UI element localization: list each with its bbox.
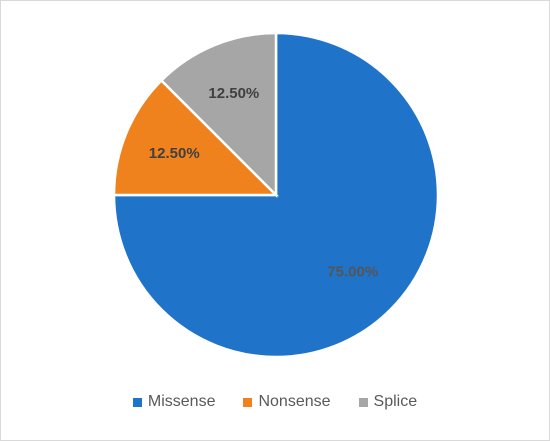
legend-item-missense: Missense <box>132 393 216 411</box>
legend-item-splice: Splice <box>358 393 418 411</box>
legend-label-missense: Missense <box>147 393 216 410</box>
legend-swatch-splice <box>358 397 368 407</box>
pie-slice-nonsense <box>112 78 280 197</box>
legend-swatch-nonsense <box>243 397 253 407</box>
legend-swatch-missense <box>132 397 142 407</box>
data-label-splice: 12.50% <box>208 85 259 102</box>
data-label-nonsense: 12.50% <box>149 145 200 162</box>
pie-slice-splice <box>159 31 278 199</box>
legend-label-splice: Splice <box>373 393 418 410</box>
legend-item-nonsense: Nonsense <box>243 393 331 411</box>
legend: Missense Nonsense Splice <box>0 390 550 414</box>
data-label-missense: 75.00% <box>327 264 378 281</box>
legend-label-nonsense: Nonsense <box>258 393 331 410</box>
